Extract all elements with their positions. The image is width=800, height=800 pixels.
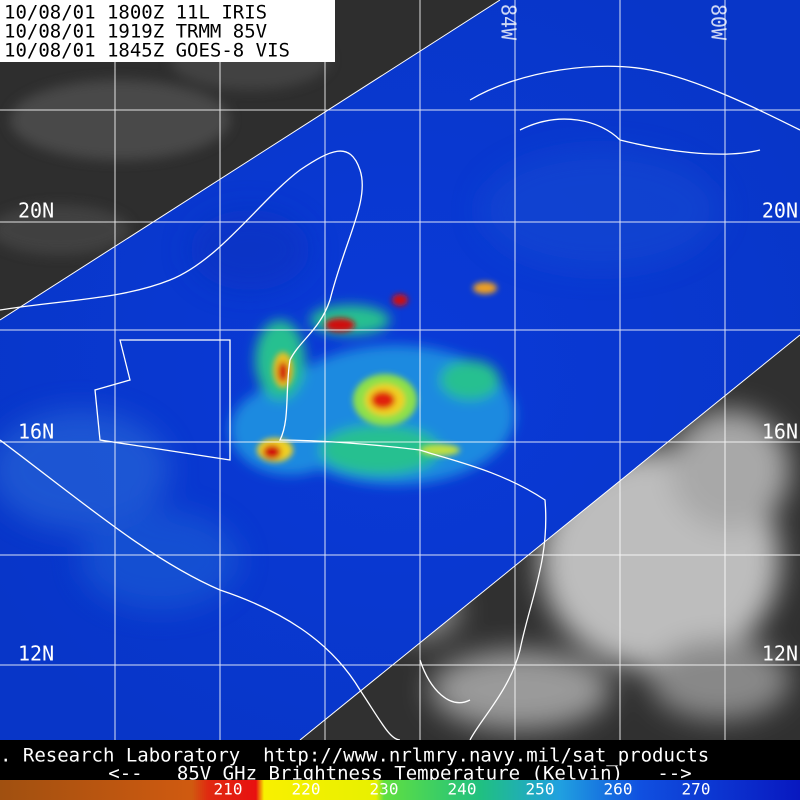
header-line: 10/08/01 1845Z GOES-8 VIS xyxy=(4,40,290,62)
colorbar-label: 220 xyxy=(292,780,321,799)
colorbar xyxy=(0,780,800,800)
storm-core xyxy=(257,282,497,462)
lon-label: 84W xyxy=(497,4,521,41)
colorbar-label: 230 xyxy=(370,780,399,799)
footer-bg xyxy=(0,740,800,780)
grid-labels: 84W 80W 20N 20N 16N 16N 12N 12N xyxy=(18,4,798,666)
footer-credit: . Research Laboratory http://www.nrlmry.… xyxy=(0,745,709,767)
header-box xyxy=(0,0,335,62)
colorbar-label: 260 xyxy=(604,780,633,799)
swath-edges xyxy=(0,0,800,741)
lat-label: 20N xyxy=(762,199,798,223)
colorbar-label: 270 xyxy=(682,780,711,799)
colorbar-label: 240 xyxy=(448,780,477,799)
lat-label: 12N xyxy=(762,642,798,666)
colorbar-label: 250 xyxy=(526,780,555,799)
lon-label: 80W xyxy=(707,4,731,41)
lat-label: 16N xyxy=(18,420,54,444)
colorbar-labels: 210 220 230 240 250 260 270 xyxy=(214,780,711,799)
header-line: 10/08/01 1800Z 11L IRIS xyxy=(4,2,267,24)
lat-label: 12N xyxy=(18,642,54,666)
lat-label: 20N xyxy=(18,199,54,223)
footer-caption: <-- 85V GHz Brightness Temperature (Kelv… xyxy=(108,763,691,785)
colorbar-label: 210 xyxy=(214,780,243,799)
graticule xyxy=(0,0,800,740)
lat-label: 16N xyxy=(762,420,798,444)
header-line: 10/08/01 1919Z TRMM 85V xyxy=(4,21,267,43)
